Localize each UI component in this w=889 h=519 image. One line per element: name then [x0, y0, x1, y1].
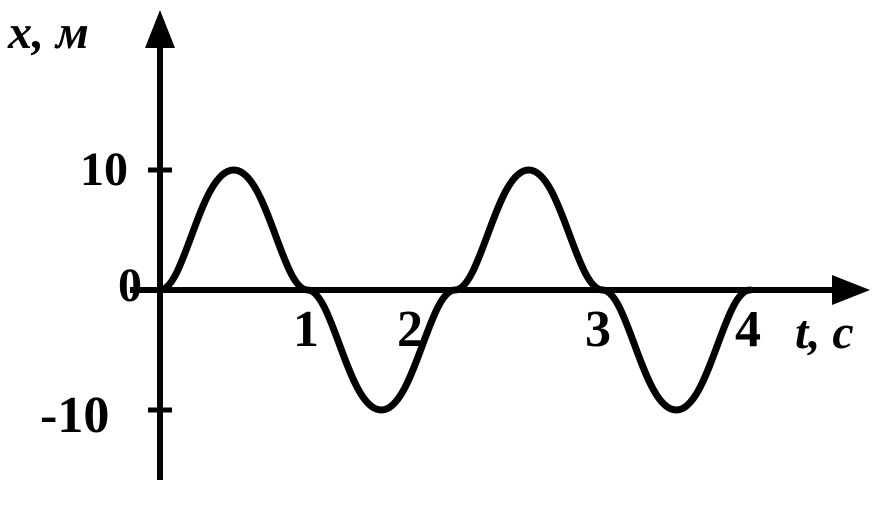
y-axis-var: x, м	[8, 6, 89, 59]
x-tick-label-3: 3	[585, 300, 611, 359]
x-tick-label-2: 2	[397, 300, 423, 359]
y-axis-arrow	[145, 10, 175, 48]
y-tick-label-10: 10	[80, 142, 128, 197]
x-tick-label-4: 4	[735, 300, 761, 359]
origin-label: 0	[118, 258, 142, 313]
x-axis-arrow	[832, 275, 870, 305]
oscillation-chart: x, м t, с 0 10 -10 1 2 3 4	[0, 0, 889, 514]
x-axis-var: t, с	[795, 306, 854, 359]
chart-svg	[0, 0, 889, 514]
y-tick-label-neg10: -10	[40, 386, 109, 445]
x-tick-label-1: 1	[293, 300, 319, 359]
x-axis-label: t, с	[795, 305, 854, 360]
y-axis-label: x, м	[8, 5, 89, 60]
